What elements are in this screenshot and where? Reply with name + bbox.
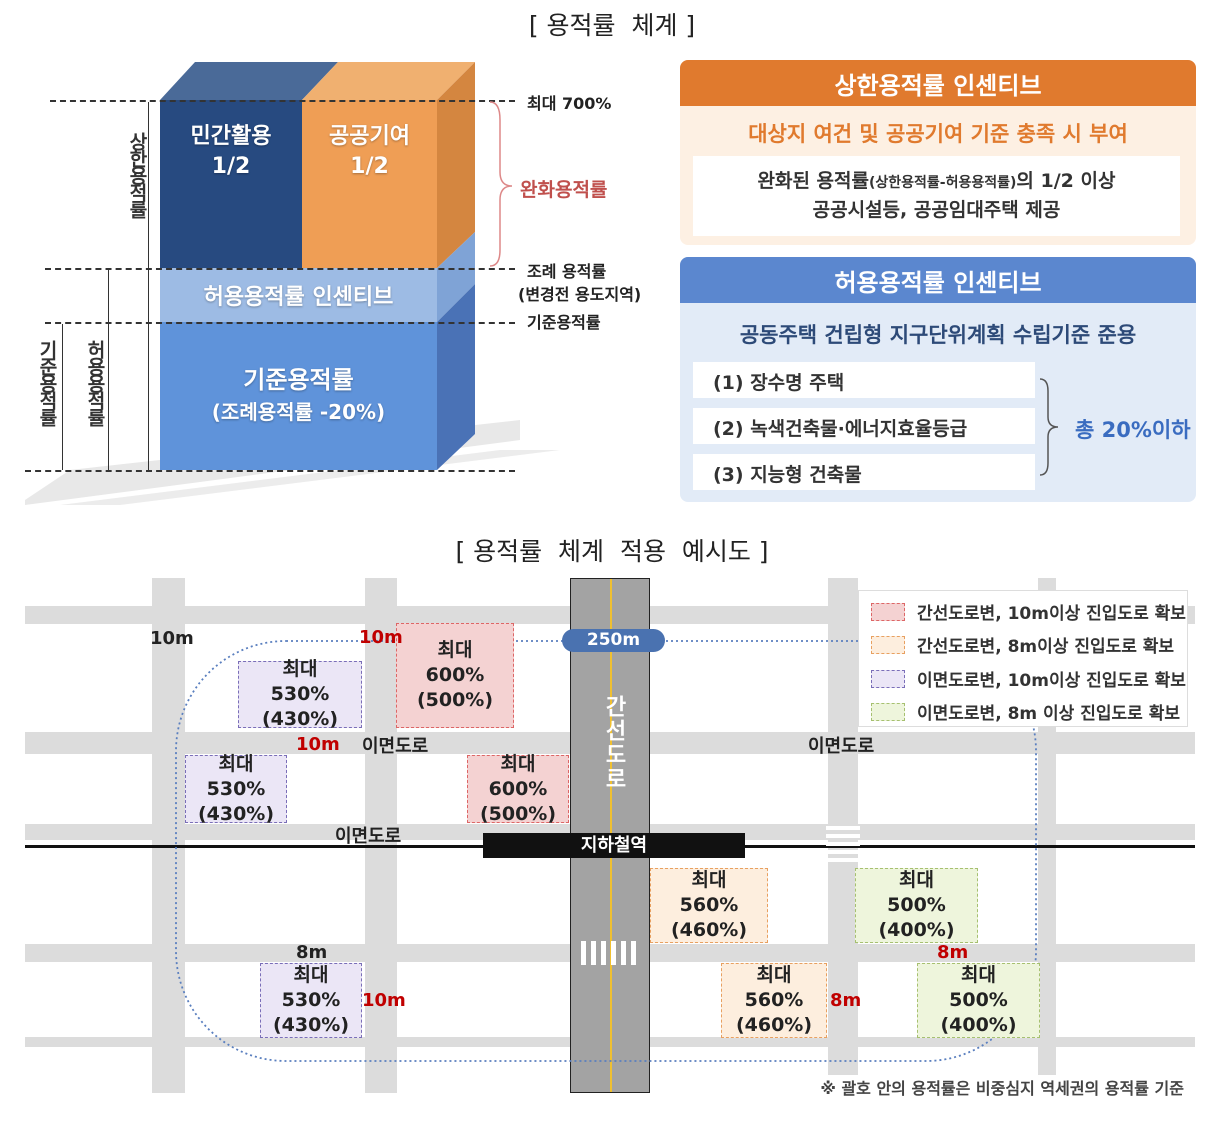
incentive-band: 허용용적률 인센티브 [160,268,437,322]
side-road-label: 이면도로 [808,736,875,757]
detail-a: 완화된 용적률 [757,170,870,192]
line-ground [25,470,515,472]
block-green: 최대 500% (400%) [917,963,1040,1038]
block-purple: 최대 530% (430%) [185,753,287,825]
detail-c: 의 1/2 이상 [1016,170,1116,192]
upper-arrow [148,102,149,470]
detail-b: (상한용적률-허용용적률) [869,175,1017,191]
upper-incentive-panel: 상한용적률 인센티브 대상지 여건 및 공공기여 기준 충족 시 부여 완화된 … [680,60,1196,245]
top-face-private [160,62,338,100]
legend-swatch [871,602,905,621]
road-width: 8m [296,942,328,963]
top-face-public [302,62,475,100]
allowed-incentive-panel: 허용용적률 인센티브 공동주택 건립형 지구단위계획 수립기준 준용 (1) 장… [680,257,1196,502]
road-width: 8m [937,942,969,963]
ordinance-note: (변경전 용도지역) [518,285,642,304]
base-far-block: 기준용적률 (조례용적률 -20%) [160,322,437,470]
side-face-public [437,62,475,268]
detail-line2: 공공시설등, 공공임대주택 제공 [812,199,1061,221]
side-road-label: 이면도로 [362,736,429,757]
arterial-label: 간선도로 [601,695,626,791]
public-label: 공공기여 [329,124,410,149]
block-peach: 최대 560% (460%) [650,868,768,943]
v-label-upper: 상한용적률 [126,132,148,217]
base-label: 기준용적률 [243,366,354,394]
block-purple: 최대 530% (430%) [260,963,362,1038]
allowed-total: 총 20%이하 [1075,418,1191,442]
crosswalk [826,826,860,862]
block-purple: 최대 530% (430%) [238,658,362,730]
legend-swatch [871,702,905,721]
block-green: 최대 500% (400%) [855,868,978,943]
base-note: (조례용적률 -20%) [211,400,386,424]
allowed-item: (1) 장수명 주택 [693,362,1035,398]
line-ordinance [45,268,515,270]
allowed-item: (2) 녹색건축물·에너지효율등급 [693,408,1035,444]
map-title: [ 용적률 체계 적용 예시도 ] [455,537,769,566]
public-share: 1/2 [350,154,389,179]
road [365,578,397,1093]
private-share: 1/2 [211,154,251,179]
block-pink: 최대 600% (500%) [396,623,514,728]
max-label: 최대 700% [527,94,612,113]
block-peach: 최대 560% (460%) [721,963,827,1038]
allowed-item: (3) 지능형 건축물 [693,454,1035,490]
upper-panel-subtitle: 대상지 여건 및 공공기여 기준 충족 시 부여 [748,122,1128,146]
legend-item: 이면도로변, 8m 이상 진입도로 확보 [871,699,1180,724]
base-arrow [62,324,63,470]
radius-badge: 250m [562,629,665,652]
top-title: [ 용적률 체계 ] [528,11,696,40]
line-base [45,322,515,324]
side-face-incentive [437,232,475,322]
block-pink: 최대 600% (500%) [467,753,569,825]
side-road-label: 이면도로 [335,826,402,847]
road-width: 10m [150,628,194,649]
public-contribution-block: 공공기여 1/2 [302,100,437,268]
brace-icon [489,101,513,267]
legend: 간선도로변, 10m이상 진입도로 확보 간선도로변, 8m이상 진입도로 확보… [858,590,1188,727]
private-use-block: 민간활용 1/2 [160,100,302,268]
legend-item: 간선도로변, 8m이상 진입도로 확보 [871,632,1174,657]
allowed-panel-title: 허용용적률 인센티브 [680,257,1196,303]
private-label: 민간활용 [190,124,272,149]
ordinance-label: 조례 용적률 [527,262,607,281]
line-max [50,100,515,102]
station-label: 지하철역 [483,833,745,858]
side-face-base [437,284,475,470]
upper-panel-title: 상한용적률 인센티브 [680,60,1196,106]
road-width: 10m [362,990,406,1011]
legend-item: 간선도로변, 10m이상 진입도로 확보 [871,599,1186,624]
v-label-allowed: 허용용적률 [84,340,106,425]
road-width: 8m [830,990,862,1011]
road-width: 10m [359,627,403,648]
v-label-base: 기준용적률 [36,340,58,425]
legend-swatch [871,669,905,688]
crosswalk [581,941,639,965]
footnote: ※ 괄호 안의 용적률은 비중심지 역세권의 용적률 기준 [820,1075,1184,1099]
relaxed-label: 완화용적률 [520,179,608,201]
road [152,578,185,1093]
legend-item: 이면도로변, 10m이상 진입도로 확보 [871,666,1186,691]
brace-icon [1039,378,1059,476]
base-line-label: 기준용적률 [527,313,601,332]
upper-panel-detail: 완화된 용적률(상한용적률-허용용적률)의 1/2 이상 공공시설등, 공공임대… [693,156,1180,236]
legend-swatch [871,635,905,654]
allowed-arrow [108,270,109,470]
road-width: 10m [296,734,340,755]
allowed-panel-subtitle: 공동주택 건립형 지구단위계획 수립기준 준용 [739,323,1137,347]
